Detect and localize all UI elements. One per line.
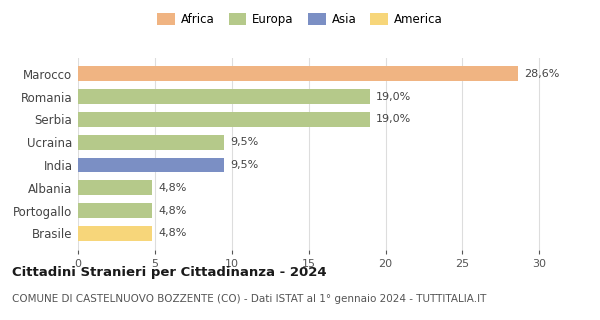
Text: 19,0%: 19,0% xyxy=(376,114,412,124)
Text: 9,5%: 9,5% xyxy=(230,160,259,170)
Text: 4,8%: 4,8% xyxy=(158,183,187,193)
Text: 4,8%: 4,8% xyxy=(158,206,187,216)
Text: 9,5%: 9,5% xyxy=(230,137,259,147)
Text: 28,6%: 28,6% xyxy=(524,69,559,79)
Text: 19,0%: 19,0% xyxy=(376,92,412,101)
Legend: Africa, Europa, Asia, America: Africa, Europa, Asia, America xyxy=(154,9,446,29)
Text: 4,8%: 4,8% xyxy=(158,228,187,238)
Bar xyxy=(78,226,152,241)
Text: COMUNE DI CASTELNUOVO BOZZENTE (CO) - Dati ISTAT al 1° gennaio 2024 - TUTTITALIA: COMUNE DI CASTELNUOVO BOZZENTE (CO) - Da… xyxy=(12,294,487,304)
Bar xyxy=(78,66,518,81)
Bar xyxy=(78,89,370,104)
Bar xyxy=(78,135,224,150)
Bar xyxy=(78,203,152,218)
Text: Cittadini Stranieri per Cittadinanza - 2024: Cittadini Stranieri per Cittadinanza - 2… xyxy=(12,266,326,279)
Bar xyxy=(78,157,224,172)
Bar xyxy=(78,180,152,195)
Bar xyxy=(78,112,370,127)
